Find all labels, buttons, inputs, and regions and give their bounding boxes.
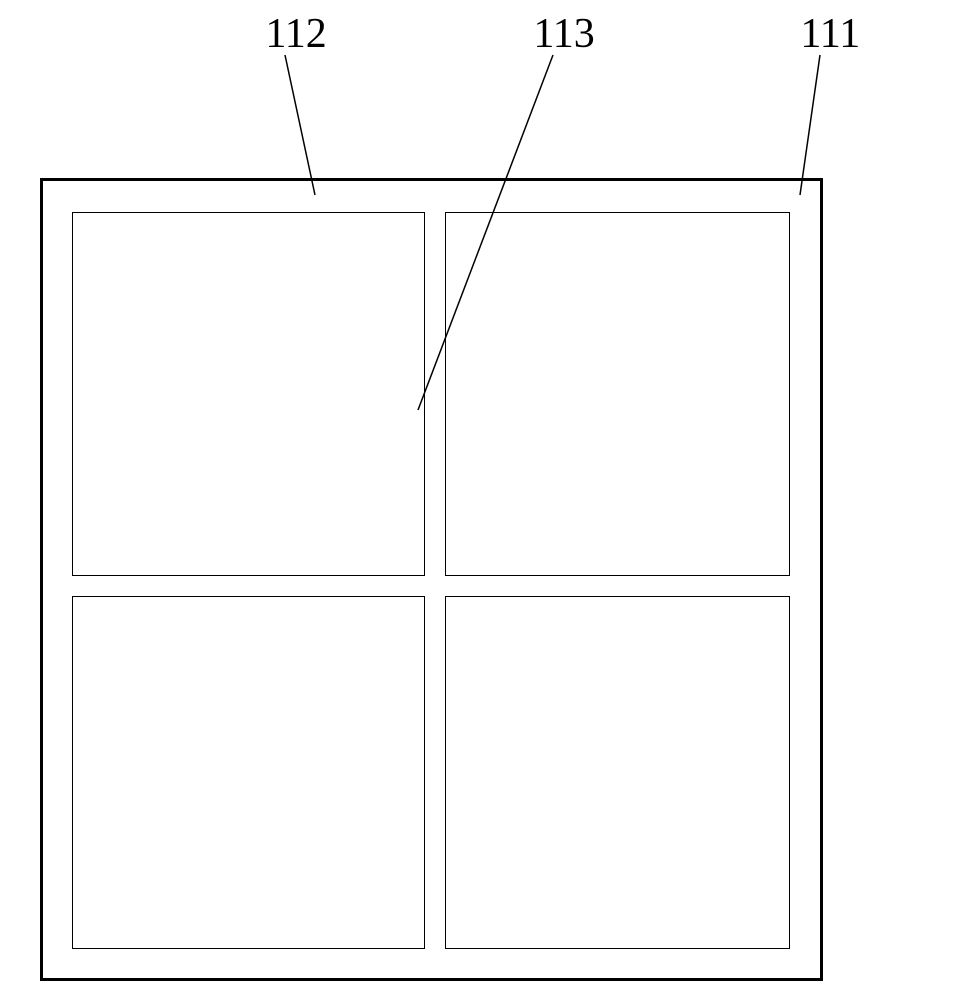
callout-label-outer: 111 [800,10,860,58]
pane-bottom-left [72,596,425,949]
pane-top-right [445,212,790,576]
callout-label-frame: 112 [265,10,326,58]
leader-line-outer [800,55,820,195]
diagram-stage: 112 113 111 [0,0,953,1000]
callout-label-mullion: 113 [533,10,594,58]
pane-top-left [72,212,425,576]
pane-bottom-right [445,596,790,949]
leader-line-frame [285,55,315,195]
